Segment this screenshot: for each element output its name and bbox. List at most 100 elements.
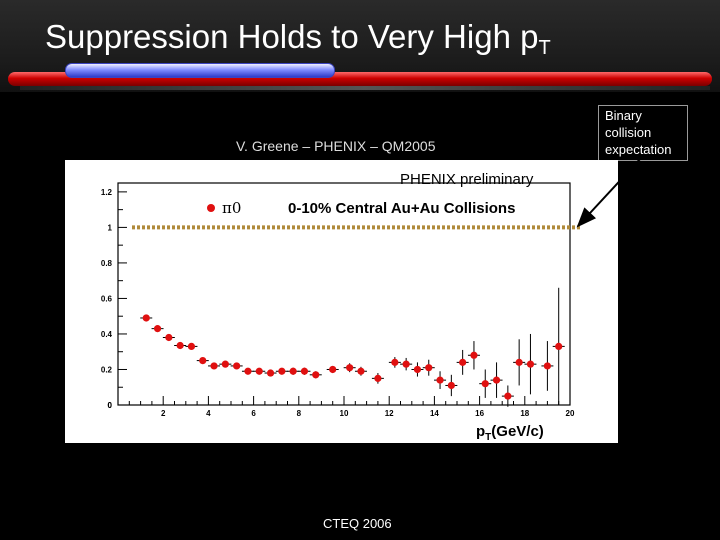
data-marker bbox=[374, 374, 382, 382]
binary-collision-annotation: Binary collision expectation bbox=[598, 105, 688, 161]
data-point bbox=[140, 314, 153, 322]
x-tick-label: 18 bbox=[520, 409, 529, 418]
author-line: V. Greene – PHENIX – QM2005 bbox=[236, 138, 436, 154]
data-marker bbox=[515, 358, 523, 366]
chart-title: 0-10% Central Au+Au Collisions bbox=[288, 200, 515, 217]
data-point bbox=[371, 373, 384, 384]
data-marker bbox=[312, 371, 320, 379]
data-marker bbox=[413, 365, 422, 374]
data-marker bbox=[278, 367, 286, 375]
data-point bbox=[174, 341, 187, 350]
data-point bbox=[513, 339, 526, 386]
y-tick-label: 0.2 bbox=[101, 365, 113, 374]
legend-marker bbox=[207, 204, 215, 212]
x-tick-label: 6 bbox=[251, 409, 256, 418]
data-point bbox=[298, 367, 311, 375]
data-marker bbox=[481, 380, 489, 388]
data-marker bbox=[555, 342, 563, 350]
data-marker bbox=[187, 342, 196, 350]
data-point bbox=[456, 349, 469, 375]
data-marker bbox=[142, 314, 150, 322]
data-marker bbox=[459, 358, 467, 366]
data-point bbox=[434, 371, 447, 390]
data-point bbox=[354, 366, 367, 376]
data-marker bbox=[526, 360, 535, 368]
data-point bbox=[275, 367, 288, 375]
data-marker bbox=[221, 360, 229, 368]
data-marker bbox=[447, 381, 455, 390]
data-marker bbox=[357, 367, 365, 375]
data-marker bbox=[346, 364, 354, 372]
data-marker bbox=[289, 367, 297, 375]
data-point bbox=[343, 363, 356, 373]
data-marker bbox=[255, 367, 263, 375]
x-tick-label: 14 bbox=[430, 409, 439, 418]
plot-panel bbox=[65, 160, 618, 443]
data-marker bbox=[233, 362, 241, 370]
data-point bbox=[253, 367, 266, 375]
x-tick-label: 12 bbox=[385, 409, 394, 418]
data-marker bbox=[176, 341, 184, 350]
data-marker bbox=[210, 362, 218, 370]
x-tick-label: 20 bbox=[566, 409, 575, 418]
data-point bbox=[541, 341, 554, 391]
y-tick-label: 0 bbox=[108, 401, 113, 410]
footer-text: CTEQ 2006 bbox=[323, 516, 392, 531]
data-point bbox=[422, 359, 435, 376]
y-tick-label: 1 bbox=[108, 223, 113, 232]
data-marker bbox=[543, 362, 552, 370]
data-point bbox=[230, 362, 243, 370]
data-marker bbox=[266, 369, 275, 377]
data-point bbox=[162, 333, 175, 342]
annotation-arrow bbox=[576, 157, 642, 228]
data-point bbox=[411, 362, 424, 377]
x-tick-label: 4 bbox=[206, 409, 211, 418]
data-point bbox=[196, 357, 209, 365]
y-tick-label: 0.8 bbox=[101, 259, 113, 268]
data-marker bbox=[470, 351, 478, 359]
data-marker bbox=[391, 358, 399, 366]
data-marker bbox=[153, 325, 162, 333]
data-marker bbox=[199, 357, 207, 365]
x-tick-label: 10 bbox=[340, 409, 349, 418]
y-tick-label: 0.4 bbox=[101, 330, 113, 339]
y-tick-label: 1.2 bbox=[101, 188, 113, 197]
data-point bbox=[524, 333, 537, 395]
header-divider bbox=[20, 86, 710, 90]
data-point bbox=[151, 325, 164, 333]
slide-title: Suppression Holds to Very High pT bbox=[45, 18, 551, 59]
data-point bbox=[326, 365, 339, 374]
data-point bbox=[208, 362, 221, 370]
x-tick-label: 2 bbox=[161, 409, 166, 418]
data-point bbox=[219, 360, 232, 368]
data-point bbox=[264, 369, 277, 377]
data-marker bbox=[425, 364, 433, 372]
data-marker bbox=[165, 333, 173, 342]
header-blue-bar bbox=[65, 63, 335, 78]
data-point bbox=[467, 341, 480, 370]
data-point bbox=[479, 369, 492, 398]
data-marker bbox=[244, 367, 252, 375]
data-point bbox=[388, 357, 401, 368]
data-point bbox=[445, 374, 458, 397]
data-marker bbox=[300, 367, 309, 375]
chart-subtitle: PHENIX preliminary bbox=[400, 171, 534, 188]
x-tick-label: 0 bbox=[108, 401, 113, 410]
data-point bbox=[309, 371, 322, 379]
data-marker bbox=[504, 392, 512, 400]
legend-label: π0 bbox=[222, 199, 241, 217]
x-tick-label: 8 bbox=[297, 409, 302, 418]
data-point bbox=[552, 287, 565, 405]
data-point bbox=[287, 367, 300, 375]
data-marker bbox=[402, 360, 410, 368]
data-point bbox=[241, 367, 254, 375]
data-point bbox=[501, 385, 514, 407]
y-tick-label: 0.6 bbox=[101, 294, 113, 303]
data-point bbox=[400, 357, 413, 371]
data-marker bbox=[436, 376, 444, 384]
data-marker bbox=[329, 365, 337, 374]
data-marker bbox=[492, 376, 501, 384]
x-axis-label: pT(GeV/c) bbox=[476, 423, 544, 443]
data-point bbox=[185, 342, 198, 350]
